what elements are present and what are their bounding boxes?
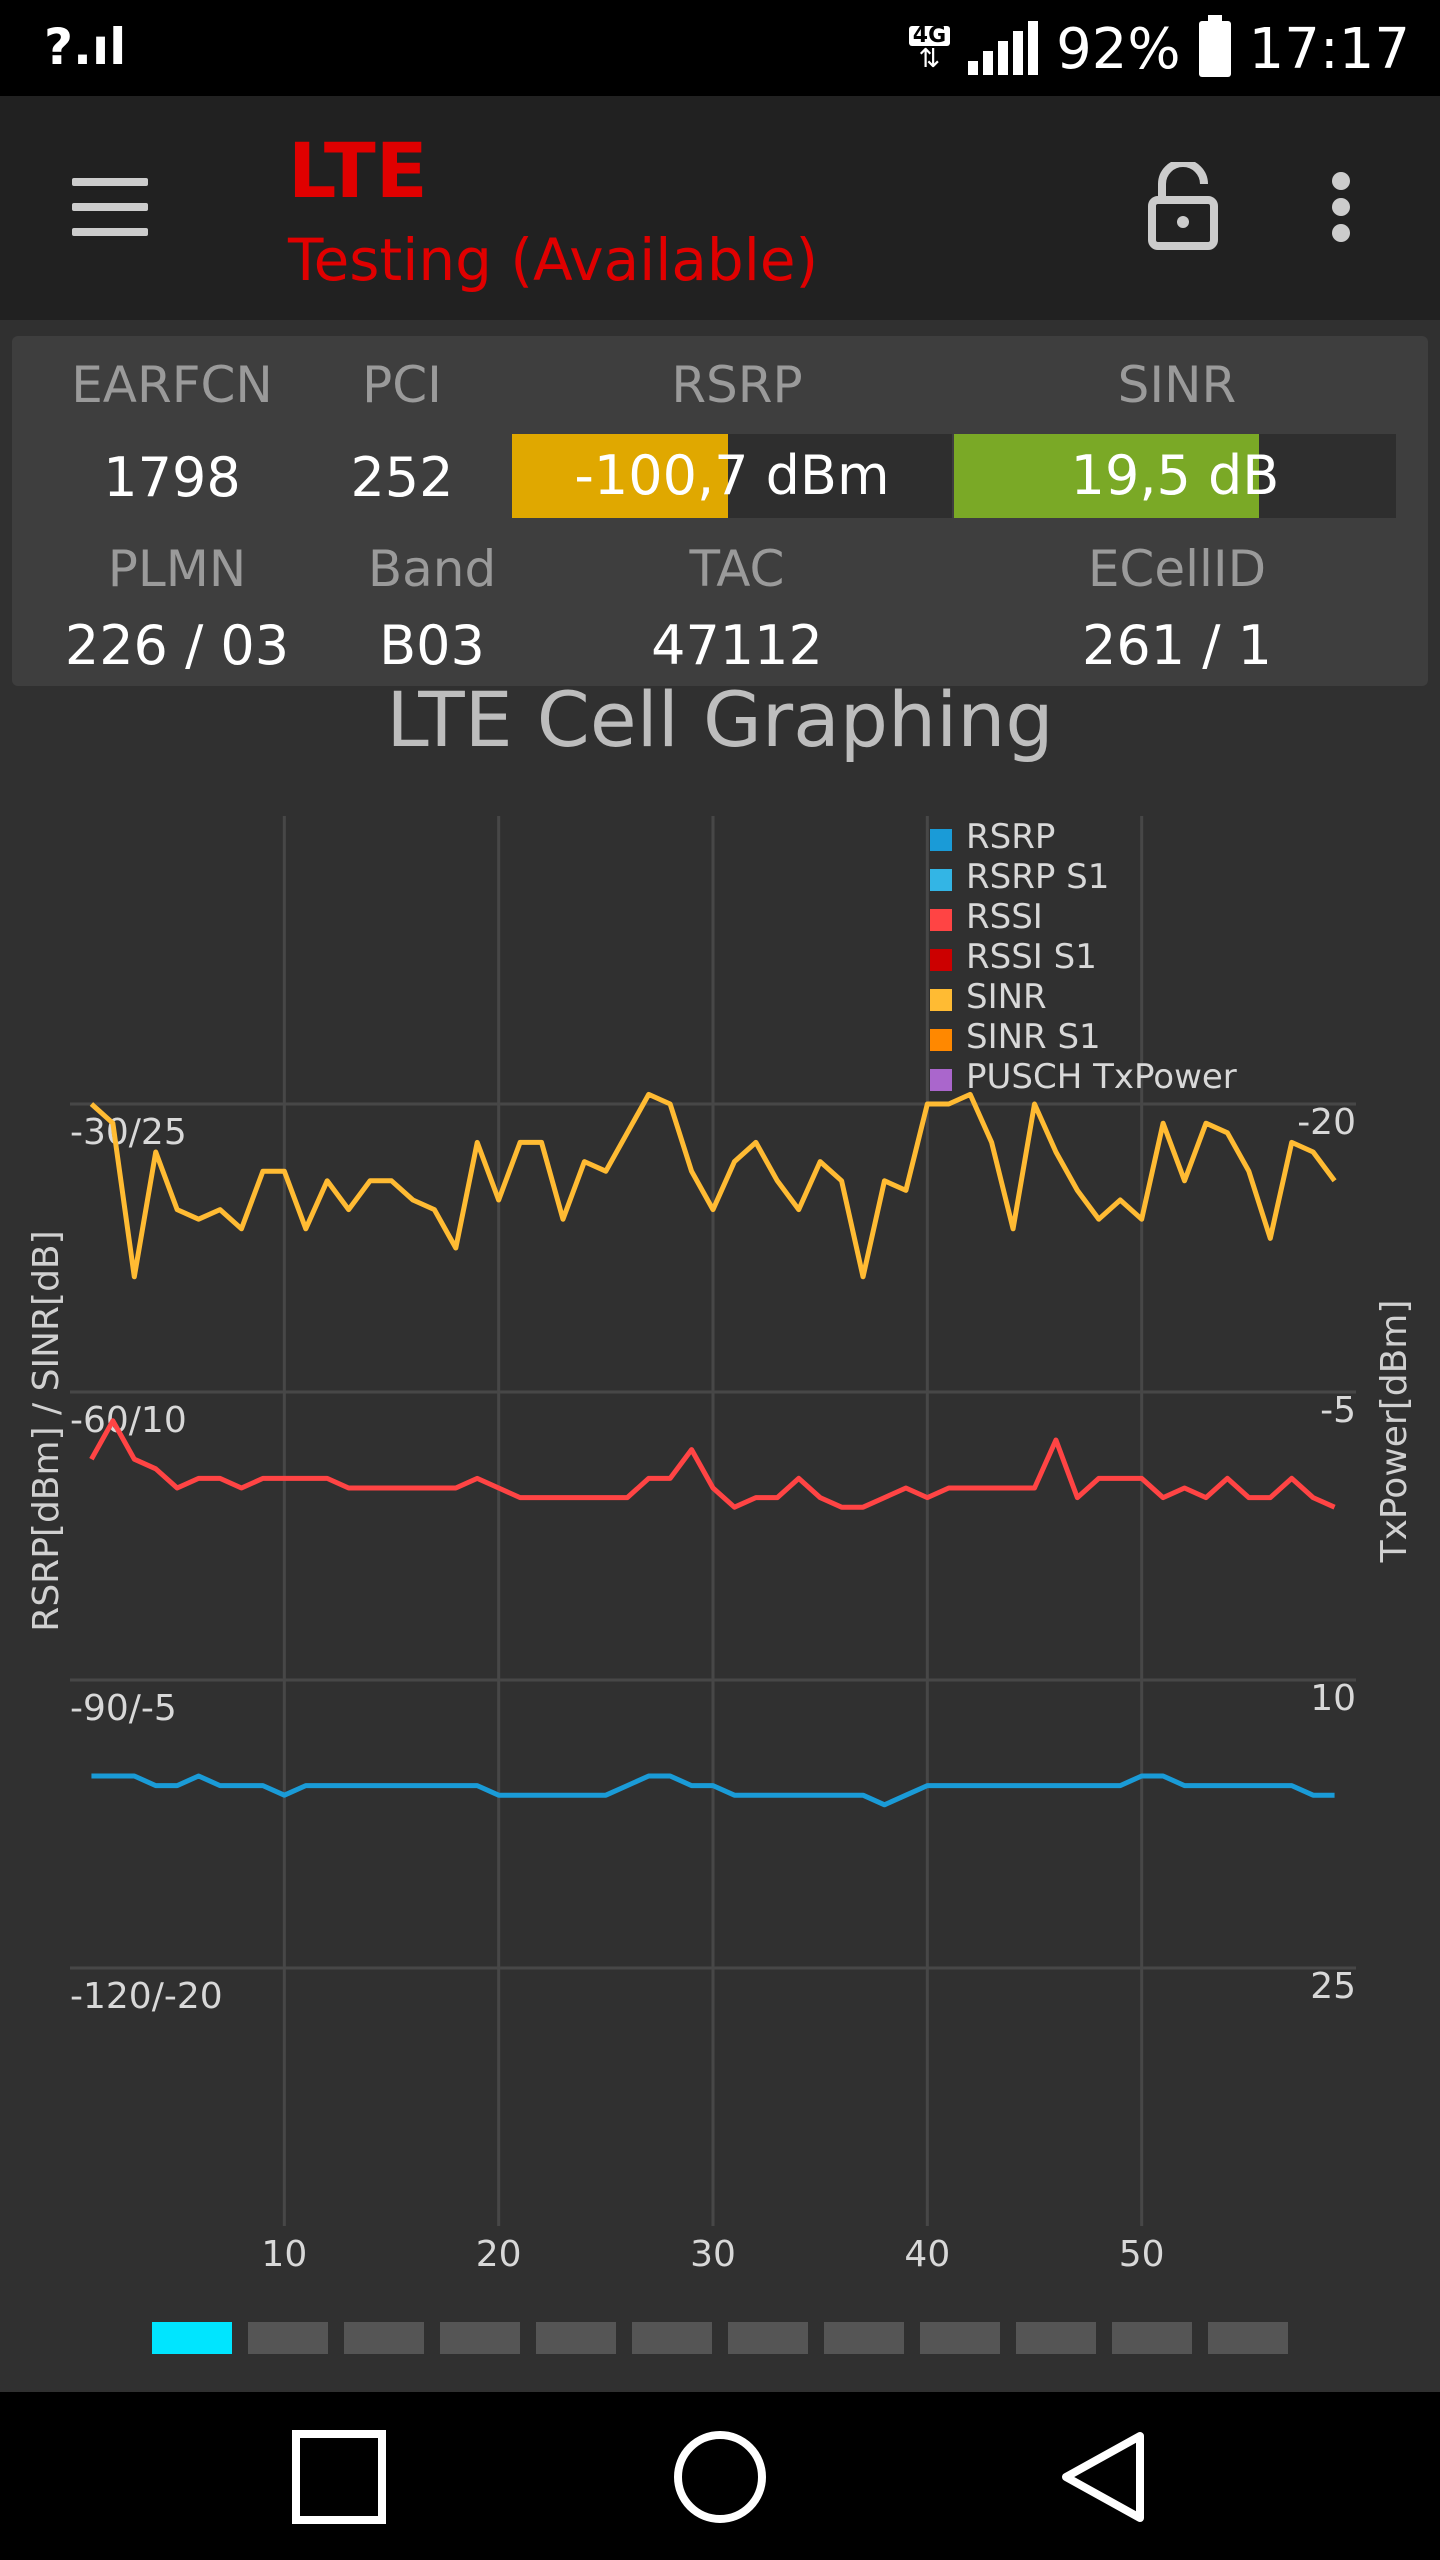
page-dot[interactable] bbox=[1112, 2322, 1192, 2354]
page-dot[interactable] bbox=[632, 2322, 712, 2354]
network-type-label: 4G bbox=[908, 25, 951, 47]
sinr-meter: 19,5 dB bbox=[954, 434, 1396, 518]
x-tick-label: 30 bbox=[690, 2234, 736, 2275]
back-icon[interactable] bbox=[1048, 2422, 1158, 2532]
battery-icon bbox=[1198, 15, 1231, 77]
more-options-icon[interactable] bbox=[1330, 172, 1354, 242]
page-dot[interactable] bbox=[152, 2322, 232, 2354]
sinr-meter-fill bbox=[954, 434, 1259, 518]
legend-swatch bbox=[930, 1069, 952, 1091]
page-dot[interactable] bbox=[824, 2322, 904, 2354]
chart-title: LTE Cell Graphing bbox=[386, 686, 1053, 764]
y2-tick-label: 25 bbox=[1310, 1966, 1356, 2007]
sinr-label: SINR bbox=[1117, 356, 1237, 414]
rsrp-meter-fill bbox=[512, 434, 728, 518]
hamburger-menu-icon[interactable] bbox=[72, 178, 148, 236]
page-dot[interactable] bbox=[1208, 2322, 1288, 2354]
legend-swatch bbox=[930, 869, 952, 891]
tac-value: 47112 bbox=[651, 614, 823, 677]
legend-entry: RSRP bbox=[966, 817, 1055, 857]
y2-tick-label: -20 bbox=[1297, 1102, 1356, 1143]
page-dot[interactable] bbox=[344, 2322, 424, 2354]
series-line-rssi bbox=[89, 1418, 1336, 1510]
page-indicator bbox=[152, 2322, 1292, 2354]
lte-cell-chart: LTE Cell Graphing -30/25 -60/10 -90/-5 -120… bbox=[0, 686, 1440, 2296]
series-line-rsrp bbox=[91, 1773, 1335, 1808]
page-title: LTE bbox=[288, 126, 428, 215]
data-arrows-icon: ⇅ bbox=[918, 44, 941, 74]
legend-entry: RSSI bbox=[966, 897, 1043, 937]
cell-info-panel: EARFCN PCI RSRP SINR 1798 252 -100,7 dBm… bbox=[12, 336, 1428, 686]
network-type-icon: 4G ⇅ bbox=[908, 25, 951, 74]
y2-tick-label: -5 bbox=[1320, 1390, 1356, 1431]
battery-percent: 92% bbox=[1056, 16, 1181, 82]
recents-icon[interactable] bbox=[284, 2422, 394, 2532]
legend-swatch bbox=[930, 949, 952, 971]
page-dot[interactable] bbox=[248, 2322, 328, 2354]
page-dot[interactable] bbox=[728, 2322, 808, 2354]
band-value: B03 bbox=[379, 614, 485, 677]
navigation-bar bbox=[0, 2392, 1440, 2560]
x-tick-label: 10 bbox=[261, 2234, 307, 2275]
ecellid-value: 261 / 1 bbox=[1082, 614, 1272, 677]
page-dot[interactable] bbox=[920, 2322, 1000, 2354]
y-tick-label: -90/-5 bbox=[70, 1688, 177, 1729]
sinr-value: 19,5 dB bbox=[1070, 444, 1280, 507]
legend-entry: SINR bbox=[966, 977, 1047, 1017]
earfcn-value: 1798 bbox=[103, 446, 241, 509]
legend-swatch bbox=[930, 909, 952, 931]
home-icon[interactable] bbox=[665, 2422, 775, 2532]
legend-entry: RSRP S1 bbox=[966, 857, 1109, 897]
x-tick-label: 50 bbox=[1119, 2234, 1165, 2275]
clock: 17:17 bbox=[1248, 16, 1410, 82]
y-tick-label: -30/25 bbox=[70, 1112, 187, 1153]
x-tick-label: 40 bbox=[904, 2234, 950, 2275]
legend-swatch bbox=[930, 989, 952, 1011]
pci-label: PCI bbox=[362, 356, 442, 414]
series-line-sinr bbox=[89, 1091, 1337, 1280]
legend-entry: RSSI S1 bbox=[966, 937, 1097, 977]
app-bar: LTE Testing (Available) bbox=[0, 96, 1440, 320]
legend-entry: SINR S1 bbox=[966, 1017, 1101, 1057]
sim-signal-icon: ?.ıl bbox=[44, 18, 127, 76]
legend-swatch bbox=[930, 1029, 952, 1051]
cell-signal-icon bbox=[968, 21, 1039, 75]
page-dot[interactable] bbox=[1016, 2322, 1096, 2354]
status-bar: ?.ıl 4G ⇅ 92% 17:17 bbox=[0, 0, 1440, 96]
legend-swatch bbox=[930, 829, 952, 851]
rsrp-value: -100,7 dBm bbox=[574, 444, 890, 507]
y-tick-label: -60/10 bbox=[70, 1400, 187, 1441]
band-label: Band bbox=[367, 540, 497, 598]
page-dot[interactable] bbox=[536, 2322, 616, 2354]
rsrp-meter: -100,7 dBm bbox=[512, 434, 952, 518]
legend-entry: PUSCH TxPower bbox=[966, 1057, 1237, 1097]
tac-label: TAC bbox=[689, 540, 785, 598]
pci-value: 252 bbox=[350, 446, 454, 509]
page-dot[interactable] bbox=[440, 2322, 520, 2354]
y2-tick-label: 10 bbox=[1310, 1678, 1356, 1719]
y2-axis-label: TxPower[dBm] bbox=[1374, 1300, 1415, 1564]
y-axis-label: RSRP[dBm] / SINR[dB] bbox=[26, 1230, 67, 1631]
y-tick-label: -120/-20 bbox=[70, 1976, 223, 2017]
page-subtitle: Testing (Available) bbox=[288, 226, 819, 294]
ecellid-label: ECellID bbox=[1087, 540, 1267, 598]
x-tick-label: 20 bbox=[476, 2234, 522, 2275]
rsrp-label: RSRP bbox=[671, 356, 803, 414]
plmn-label: PLMN bbox=[107, 540, 247, 598]
unlock-icon[interactable] bbox=[1148, 162, 1218, 250]
earfcn-label: EARFCN bbox=[71, 356, 273, 414]
plmn-value: 226 / 03 bbox=[64, 614, 290, 677]
chart-canvas: LTE Cell Graphing -30/25 -60/10 -90/-5 -120… bbox=[26, 686, 1415, 2275]
